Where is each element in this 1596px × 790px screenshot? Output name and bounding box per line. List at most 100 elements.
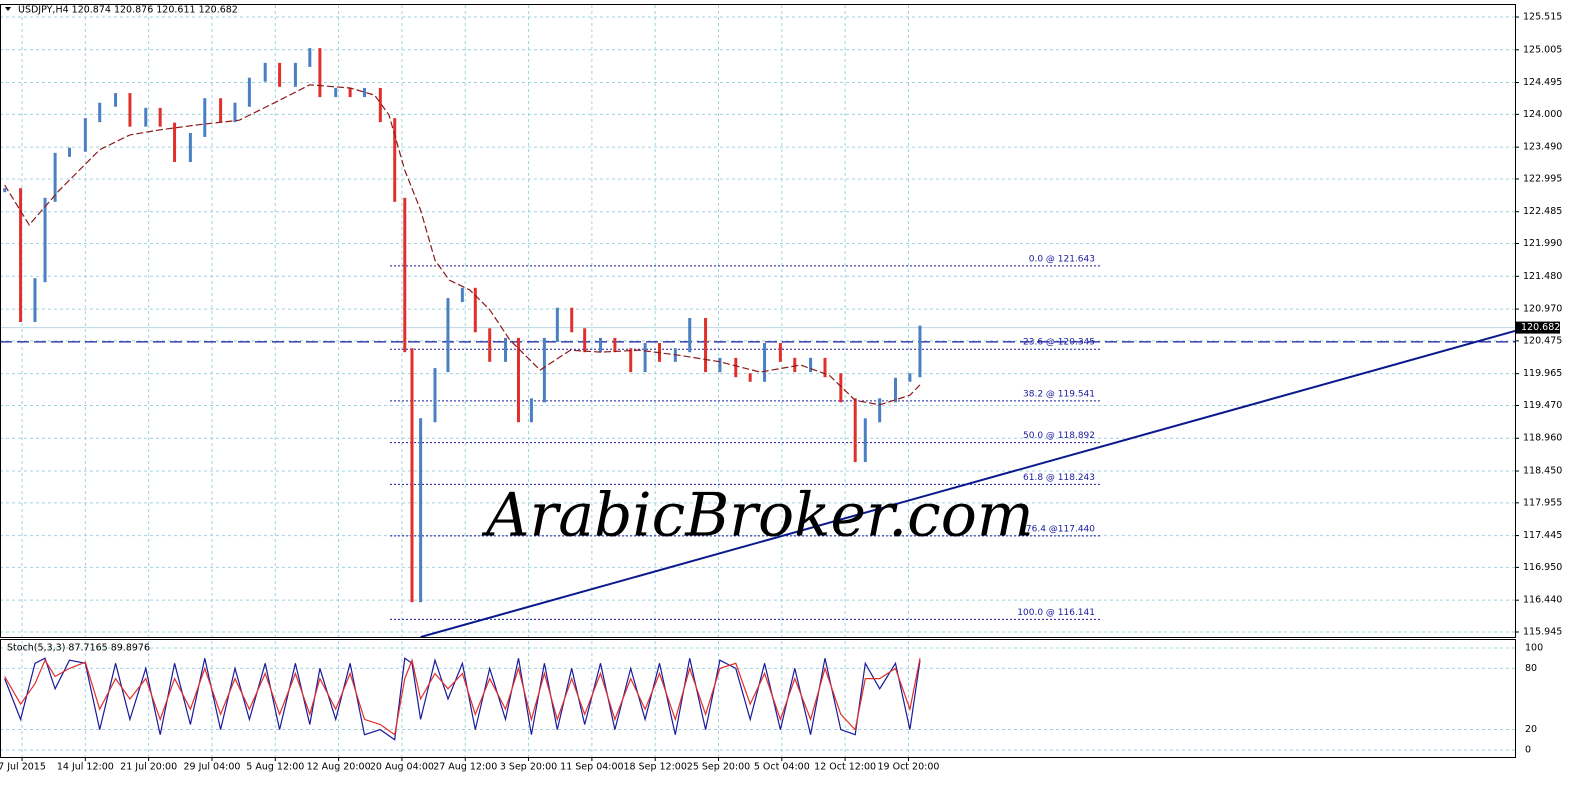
stoch-tick-label: 20 [1525,724,1537,735]
y-tick-label: 124.000 [1523,109,1562,120]
y-tick-label: 121.990 [1523,238,1562,249]
price-bar [188,132,192,162]
x-tick-label: 7 Jul 2015 [0,762,46,773]
chart-title: USDJPY,H4 120.874 120.876 120.611 120.68… [18,5,238,16]
price-bar [763,343,767,382]
price-bar [918,325,922,378]
price-bar [334,87,338,98]
y-tick-label: 118.960 [1523,433,1562,444]
stoch-tick-label: 100 [1525,642,1543,653]
price-bar [53,152,57,202]
x-tick-label: 3 Sep 20:00 [500,762,557,773]
fib-label: 61.8 @ 118.243 [1023,473,1095,483]
x-tick-label: 5 Aug 12:00 [246,762,304,773]
y-tick-label: 117.445 [1523,530,1562,541]
price-bar [908,373,912,382]
price-bar [158,107,162,127]
fib-label: 100.0 @ 116.141 [1017,608,1095,618]
price-bar [643,343,647,373]
y-tick-label: 122.485 [1523,206,1562,217]
y-tick-label: 116.950 [1523,562,1562,573]
x-tick-label: 14 Jul 12:00 [57,762,114,773]
price-bar [308,48,312,67]
moving-average [4,84,921,406]
y-tick-label: 115.945 [1523,626,1562,637]
price-bar [128,93,132,127]
price-bar [233,102,237,123]
price-bar [114,93,118,107]
x-tick-label: 12 Oct 12:00 [814,762,876,773]
price-bar [278,62,282,87]
fib-label: 50.0 @ 118.892 [1023,431,1095,441]
x-tick-label: 20 Aug 04:00 [370,762,434,773]
price-bar [98,102,102,123]
price-bar [247,77,251,107]
fib-label: 23.6 @ 120.345 [1023,338,1095,348]
price-bar [348,87,352,98]
x-tick-label: 27 Aug 12:00 [433,762,497,773]
price-bar [446,298,450,373]
x-tick-label: 12 Aug 20:00 [307,762,371,773]
price-bar [688,318,692,353]
price-bar [583,328,587,353]
price-bar [853,398,857,463]
price-bar [529,398,533,423]
price-bar [718,357,722,373]
price-bar [83,118,87,152]
y-tick-label: 121.480 [1523,271,1562,282]
stoch-tick-label: 80 [1525,663,1537,674]
trendline [420,329,1516,638]
price-bar [863,418,867,463]
price-bar [68,147,72,157]
y-tick-label: 118.450 [1523,466,1562,477]
price-bar [488,328,492,362]
x-tick-label: 19 Oct 20:00 [877,762,939,773]
price-bar [516,337,520,423]
y-tick-label: 124.495 [1523,77,1562,88]
price-bar [629,348,633,373]
price-bar [19,188,23,323]
price-bar [378,87,382,123]
x-tick-label: 25 Sep 20:00 [687,762,750,773]
price-bar [460,287,464,303]
title-arrow [5,7,11,11]
fib-label: 0.0 @ 121.643 [1029,254,1095,264]
price-bar [542,337,546,403]
price-bar [318,48,322,98]
price-bar [504,337,508,362]
price-bar [748,373,752,382]
x-tick-label: 5 Oct 04:00 [754,762,810,773]
x-tick-label: 18 Sep 12:00 [623,762,686,773]
x-tick-label: 21 Jul 20:00 [120,762,177,773]
y-tick-label: 125.005 [1523,44,1562,55]
price-bar [734,357,738,378]
y-tick-label: 116.440 [1523,595,1562,606]
price-bar [403,197,407,353]
price-bar [809,357,813,373]
price-bar [793,357,797,373]
price-bar [43,197,47,283]
current-price-box [1515,321,1560,334]
stoch-panel-frame [0,639,1516,758]
price-bar [473,287,477,333]
price-bar [839,373,843,403]
y-tick-label: 119.470 [1523,400,1562,411]
fib-label: 76.4 @117.440 [1026,524,1095,534]
price-bar [878,398,882,423]
price-bar [393,118,397,202]
y-tick-label: 122.995 [1523,173,1562,184]
stoch-line [4,658,921,736]
price-bar [410,348,414,603]
price-bar [203,98,207,137]
price-bar [3,188,7,193]
watermark: ArabicBroker.com [481,481,1034,551]
y-tick-label: 120.475 [1523,335,1562,346]
x-tick-label: 11 Sep 04:00 [560,762,623,773]
y-tick-label: 119.965 [1523,368,1562,379]
price-bar [173,122,177,162]
price-bar [363,87,367,98]
x-tick-label: 29 Jul 04:00 [183,762,240,773]
stoch-tick-label: 0 [1525,744,1531,755]
